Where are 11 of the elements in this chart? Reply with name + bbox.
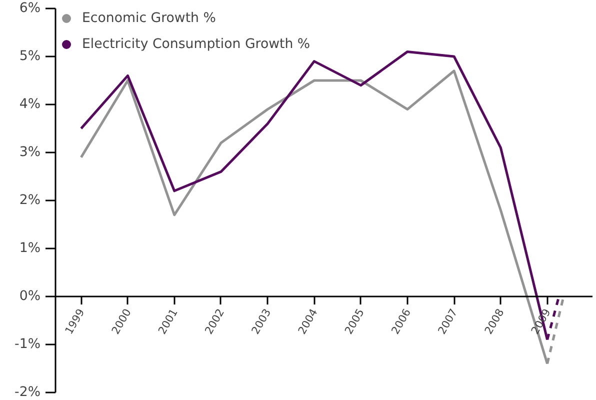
y-tick-label: -1% bbox=[14, 337, 41, 352]
y-tick-label: -2% bbox=[14, 385, 41, 400]
y-tick-label: 3% bbox=[19, 145, 41, 160]
y-tick-label: 0% bbox=[19, 289, 41, 304]
legend-label: Economic Growth % bbox=[82, 10, 216, 26]
legend-label: Electricity Consumption Growth % bbox=[82, 36, 310, 52]
y-tick-label: 5% bbox=[19, 49, 41, 64]
y-tick-label: 1% bbox=[19, 241, 41, 256]
y-tick-label: 4% bbox=[19, 97, 41, 112]
y-tick-label: 6% bbox=[19, 1, 41, 16]
y-tick-label: 2% bbox=[19, 193, 41, 208]
